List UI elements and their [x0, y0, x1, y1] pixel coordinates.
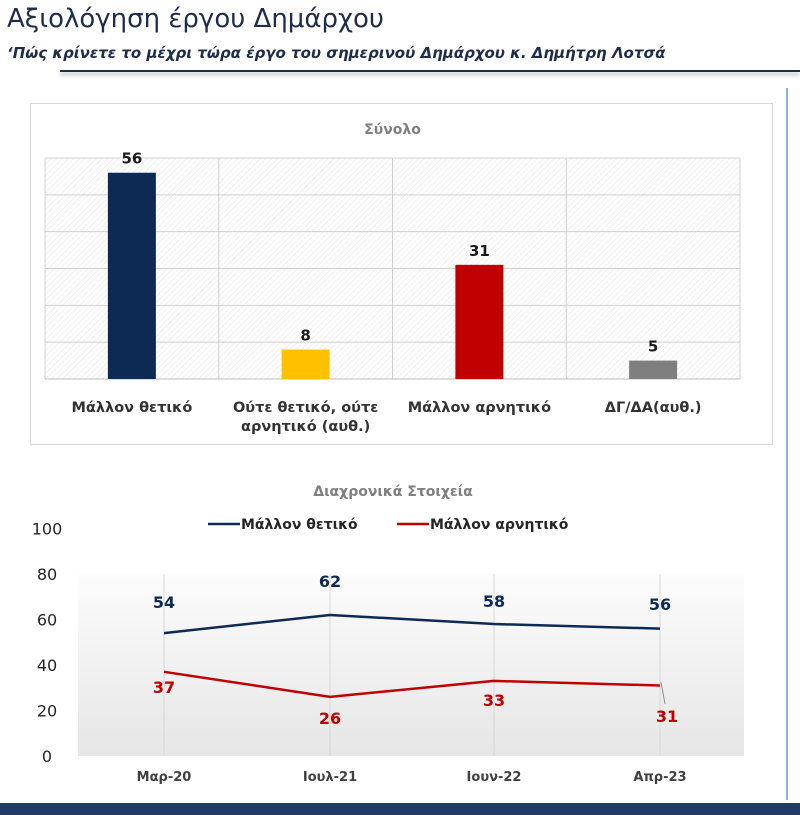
series-line — [163, 670, 661, 699]
line-plot-area — [78, 574, 744, 756]
line-chart: Διαχρονικά Στοιχεία 0 20 40 60 80 100 Μαρ-20 Ιου… — [32, 484, 744, 785]
data-label: 33 — [483, 691, 505, 710]
bar-value-label: 8 — [300, 327, 310, 345]
bar-value-label: 5 — [648, 338, 658, 356]
category-label: ΔΓ/ΔΑ(αυθ.) — [605, 400, 702, 416]
bar — [629, 360, 678, 379]
bar — [455, 264, 504, 379]
y-tick-label: 100 — [32, 520, 63, 539]
legend-label: Μάλλον θετικό — [241, 517, 358, 533]
bar-value-label: 31 — [469, 242, 490, 260]
bar — [281, 349, 330, 379]
header: Αξιολόγηση έργου Δημάρχου ‘Πώς κρίνετε τ… — [0, 0, 800, 90]
category-label: Ούτε θετικό, ούτε — [233, 400, 378, 416]
bar — [107, 172, 156, 379]
y-tick-label: 80 — [37, 565, 57, 584]
y-tick-label: 60 — [37, 611, 57, 630]
data-label: 37 — [153, 678, 175, 697]
page-title: Αξιολόγηση έργου Δημάρχου — [7, 4, 384, 34]
legend-label: Μάλλον αρνητικό — [430, 517, 569, 533]
y-tick-label: 20 — [37, 702, 57, 721]
right-divider — [786, 88, 788, 800]
x-tick-label: Απρ-23 — [633, 770, 686, 785]
bar-value-label: 56 — [121, 150, 142, 168]
y-tick-label: 40 — [37, 656, 57, 675]
line-chart-title: Διαχρονικά Στοιχεία — [313, 484, 473, 500]
category-label: Μάλλον θετικό — [71, 400, 192, 416]
data-label: 31 — [656, 707, 678, 726]
page-subtitle: ‘Πώς κρίνετε το μέχρι τώρα έργο του σημε… — [7, 44, 666, 62]
y-tick-label: 0 — [42, 747, 52, 766]
data-label: 54 — [153, 593, 175, 612]
bottom-bar — [0, 803, 800, 815]
category-label: Μάλλον αρνητικό — [408, 400, 551, 416]
bar-chart-title: Σύνολο — [364, 122, 421, 138]
category-label: αρνητικό (αυθ.) — [241, 419, 370, 435]
title-underline — [60, 70, 800, 72]
x-tick-label: Μαρ-20 — [137, 770, 192, 785]
data-label: 56 — [649, 595, 671, 614]
label-leader-line — [660, 681, 666, 705]
x-tick-label: Ιουλ-21 — [303, 770, 357, 785]
bar-chart: Σύνολο 56 Μάλλον θετικό 8 Ούτε θετικό, ούτε α… — [44, 122, 741, 435]
x-tick-label: Ιουν-22 — [467, 770, 522, 785]
data-label: 58 — [483, 592, 505, 611]
series-line — [163, 613, 661, 635]
data-label: 26 — [319, 709, 341, 728]
data-label: 62 — [319, 572, 341, 591]
